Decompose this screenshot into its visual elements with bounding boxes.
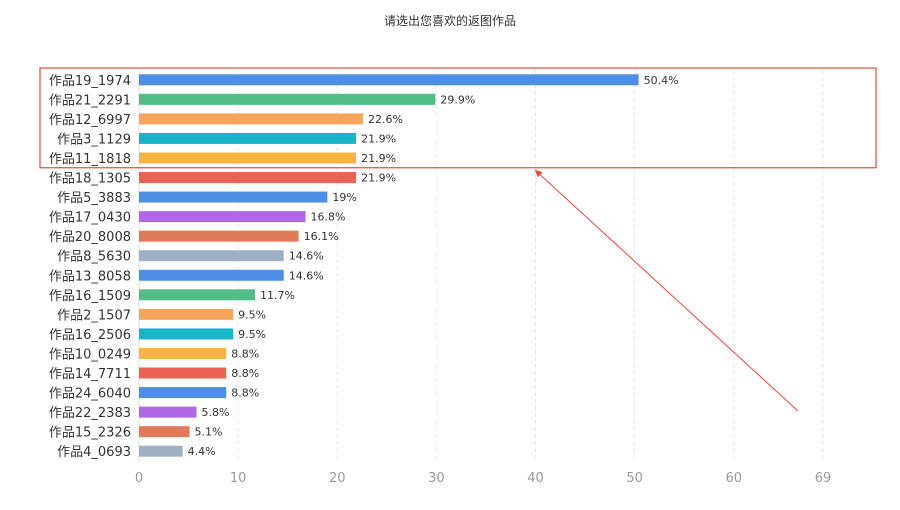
value-label: 5.8% <box>201 406 229 419</box>
x-tick-label: 69 <box>815 471 832 486</box>
bar <box>139 445 183 457</box>
bar <box>139 250 284 262</box>
category-label: 作品8_5630 <box>57 250 131 265</box>
value-label: 21.9% <box>361 132 396 145</box>
category-label: 作品20_8008 <box>49 230 131 245</box>
category-label: 作品16_2506 <box>49 328 131 343</box>
category-label: 作品12_6997 <box>49 113 131 128</box>
value-label: 19% <box>332 191 356 204</box>
bar <box>139 367 227 379</box>
x-tick-label: 10 <box>230 471 247 486</box>
category-label: 作品15_2326 <box>49 426 131 441</box>
x-tick-label: 50 <box>626 471 643 486</box>
value-label: 50.4% <box>644 74 679 87</box>
category-label: 作品22_2383 <box>49 406 131 421</box>
category-label: 作品14_7711 <box>49 367 131 382</box>
bar <box>139 230 299 242</box>
chart-title: 请选出您喜欢的返图作品 <box>383 14 516 28</box>
value-label: 14.6% <box>289 250 324 263</box>
bar <box>139 406 197 418</box>
value-label: 21.9% <box>361 172 396 185</box>
bar <box>139 347 227 359</box>
x-tick-label: 60 <box>726 471 743 486</box>
category-label: 作品3_1129 <box>57 132 131 147</box>
category-label: 作品24_6040 <box>49 387 131 402</box>
bar <box>139 132 357 144</box>
bar <box>139 74 639 86</box>
value-label: 21.9% <box>361 152 396 165</box>
bar <box>139 387 227 399</box>
x-tick-label: 40 <box>527 471 544 486</box>
value-label: 8.8% <box>231 367 259 380</box>
bar <box>139 211 306 223</box>
bar <box>139 93 436 105</box>
bar <box>139 191 328 203</box>
value-label: 22.6% <box>368 113 403 126</box>
value-label: 11.7% <box>260 289 295 302</box>
value-label: 8.8% <box>231 387 259 400</box>
x-tick-label: 20 <box>329 471 346 486</box>
category-label: 作品17_0430 <box>49 211 131 226</box>
category-label: 作品2_1507 <box>57 308 131 323</box>
bar <box>139 328 234 340</box>
value-label: 4.4% <box>188 445 216 458</box>
value-label: 16.1% <box>304 230 339 243</box>
category-label: 作品19_1974 <box>49 74 131 89</box>
bar <box>139 269 284 281</box>
highlight-box <box>39 67 877 169</box>
category-label: 作品5_3883 <box>57 191 131 206</box>
annotation-arrowhead <box>535 170 543 178</box>
bar <box>139 113 364 125</box>
category-label: 作品21_2291 <box>49 93 131 108</box>
x-tick-label: 0 <box>135 471 143 486</box>
bar <box>139 172 357 184</box>
category-label: 作品18_1305 <box>49 172 131 187</box>
bar <box>139 426 190 438</box>
value-label: 5.1% <box>195 426 223 439</box>
value-label: 9.5% <box>238 308 266 321</box>
annotation-arrow-line <box>534 169 799 412</box>
category-label: 作品16_1509 <box>49 289 131 304</box>
category-label: 作品4_0693 <box>57 445 131 460</box>
value-label: 8.8% <box>231 347 259 360</box>
value-label: 14.6% <box>289 269 324 282</box>
value-label: 9.5% <box>238 328 266 341</box>
category-label: 作品10_0249 <box>49 347 131 362</box>
bar <box>139 152 357 164</box>
bar <box>139 289 255 301</box>
value-label: 16.8% <box>311 211 346 224</box>
category-label: 作品11_1818 <box>49 152 131 167</box>
x-tick-label: 30 <box>428 471 445 486</box>
category-label: 作品13_8058 <box>49 269 131 284</box>
bar <box>139 308 234 320</box>
value-label: 29.9% <box>440 93 475 106</box>
